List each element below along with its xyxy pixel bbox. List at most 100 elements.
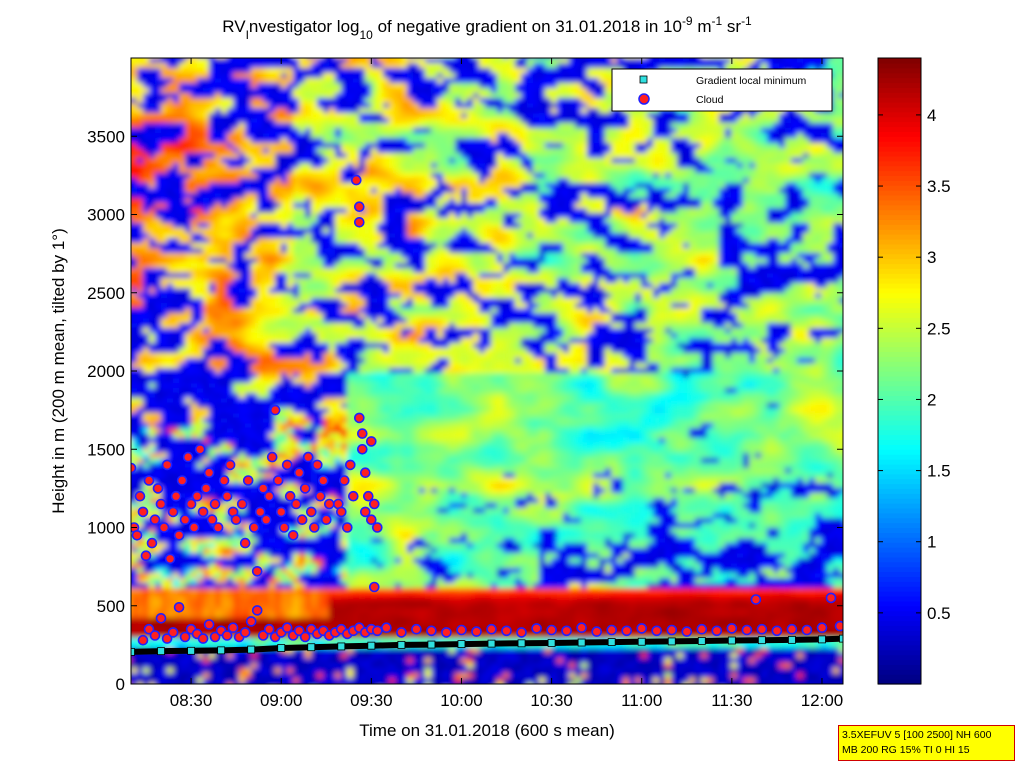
heatmap-cell xyxy=(317,283,324,289)
heatmap-cell xyxy=(233,303,240,309)
heatmap-cell xyxy=(197,433,204,439)
heatmap-cell xyxy=(239,178,246,184)
heatmap-cell xyxy=(269,608,276,614)
heatmap-cell xyxy=(233,578,240,584)
heatmap-cell xyxy=(353,273,360,279)
heatmap-cell xyxy=(209,383,216,389)
heatmap-cell xyxy=(347,168,354,174)
heatmap-cell xyxy=(293,148,300,154)
heatmap-cell xyxy=(191,263,198,269)
heatmap-cell xyxy=(251,173,258,179)
heatmap-cell xyxy=(317,243,324,249)
heatmap-cell xyxy=(245,198,252,204)
heatmap-cell xyxy=(149,373,156,379)
heatmap-cell xyxy=(131,173,138,179)
heatmap-cell xyxy=(263,408,270,414)
heatmap-cell xyxy=(143,258,150,264)
heatmap-cell xyxy=(263,678,270,684)
heatmap-cell xyxy=(221,153,228,159)
heatmap-cell xyxy=(215,563,222,569)
heatmap-cell xyxy=(257,233,264,239)
heatmap-cell xyxy=(311,273,318,279)
heatmap-cell xyxy=(287,138,294,144)
heatmap-cell xyxy=(245,443,252,449)
heatmap-cell xyxy=(281,378,288,384)
heatmap-cell xyxy=(137,188,144,194)
heatmap-cell xyxy=(179,128,186,134)
heatmap-cell xyxy=(245,293,252,299)
heatmap-cell xyxy=(251,548,258,554)
heatmap-cell xyxy=(245,433,252,439)
heatmap-cell xyxy=(311,213,318,219)
heatmap-cell xyxy=(317,298,324,304)
heatmap-cell xyxy=(215,253,222,259)
heatmap-cell xyxy=(167,318,174,324)
heatmap-cell xyxy=(239,298,246,304)
heatmap-cell xyxy=(341,203,348,209)
heatmap-cell xyxy=(245,678,252,684)
heatmap-cell xyxy=(227,308,234,314)
heatmap-cell xyxy=(257,283,264,289)
heatmap-cell xyxy=(143,123,150,129)
heatmap-cell xyxy=(137,153,144,159)
heatmap-cell xyxy=(143,268,150,274)
heatmap-cell xyxy=(275,538,282,544)
heatmap-cell xyxy=(155,398,162,404)
heatmap-cell xyxy=(239,63,246,69)
heatmap-cell xyxy=(161,128,168,134)
heatmap-cell xyxy=(299,663,306,669)
heatmap-cell xyxy=(281,208,288,214)
heatmap-cell xyxy=(161,78,168,84)
heatmap-cell xyxy=(131,203,138,209)
heatmap-cell xyxy=(143,458,150,464)
heatmap-cell xyxy=(311,348,318,354)
heatmap-cell xyxy=(185,73,192,79)
heatmap-cell xyxy=(275,493,282,499)
heatmap-cell xyxy=(281,578,288,584)
heatmap-cell xyxy=(167,608,174,614)
heatmap-cell xyxy=(215,358,222,364)
heatmap-cell xyxy=(281,653,288,659)
heatmap-cell xyxy=(185,568,192,574)
heatmap-cell xyxy=(257,298,264,304)
heatmap-cell xyxy=(239,578,246,584)
heatmap-cell xyxy=(149,138,156,144)
heatmap-cell xyxy=(329,318,336,324)
heatmap-cell xyxy=(161,478,168,484)
heatmap-cell xyxy=(257,108,264,114)
heatmap-cell xyxy=(257,653,264,659)
heatmap-cell xyxy=(287,93,294,99)
heatmap-cell xyxy=(185,128,192,134)
heatmap-cell xyxy=(155,383,162,389)
heatmap-cell xyxy=(287,193,294,199)
heatmap-cell xyxy=(317,253,324,259)
heatmap-cell xyxy=(281,273,288,279)
heatmap-cell xyxy=(155,373,162,379)
heatmap-cell xyxy=(287,613,294,619)
heatmap-cell xyxy=(209,208,216,214)
heatmap-cell xyxy=(167,328,174,334)
heatmap-cell xyxy=(263,503,270,509)
heatmap-cell xyxy=(281,353,288,359)
heatmap-cell xyxy=(281,293,288,299)
heatmap-cell xyxy=(149,403,156,409)
heatmap-cell xyxy=(185,588,192,594)
heatmap-cell xyxy=(347,653,354,659)
heatmap-cell xyxy=(143,188,150,194)
heatmap-cell xyxy=(347,98,354,104)
heatmap-cell xyxy=(197,303,204,309)
heatmap-cell xyxy=(167,408,174,414)
heatmap-cell xyxy=(131,333,138,339)
heatmap-cell xyxy=(179,658,186,664)
heatmap-cell xyxy=(257,443,264,449)
heatmap-cell xyxy=(341,228,348,234)
heatmap-cell xyxy=(155,98,162,104)
heatmap-cell xyxy=(173,108,180,114)
heatmap-cell xyxy=(239,243,246,249)
heatmap-cell xyxy=(161,383,168,389)
heatmap-cell xyxy=(347,223,354,229)
heatmap-cell xyxy=(341,238,348,244)
heatmap-cell xyxy=(299,603,306,609)
heatmap-cell xyxy=(149,463,156,469)
heatmap-cell xyxy=(305,533,312,539)
